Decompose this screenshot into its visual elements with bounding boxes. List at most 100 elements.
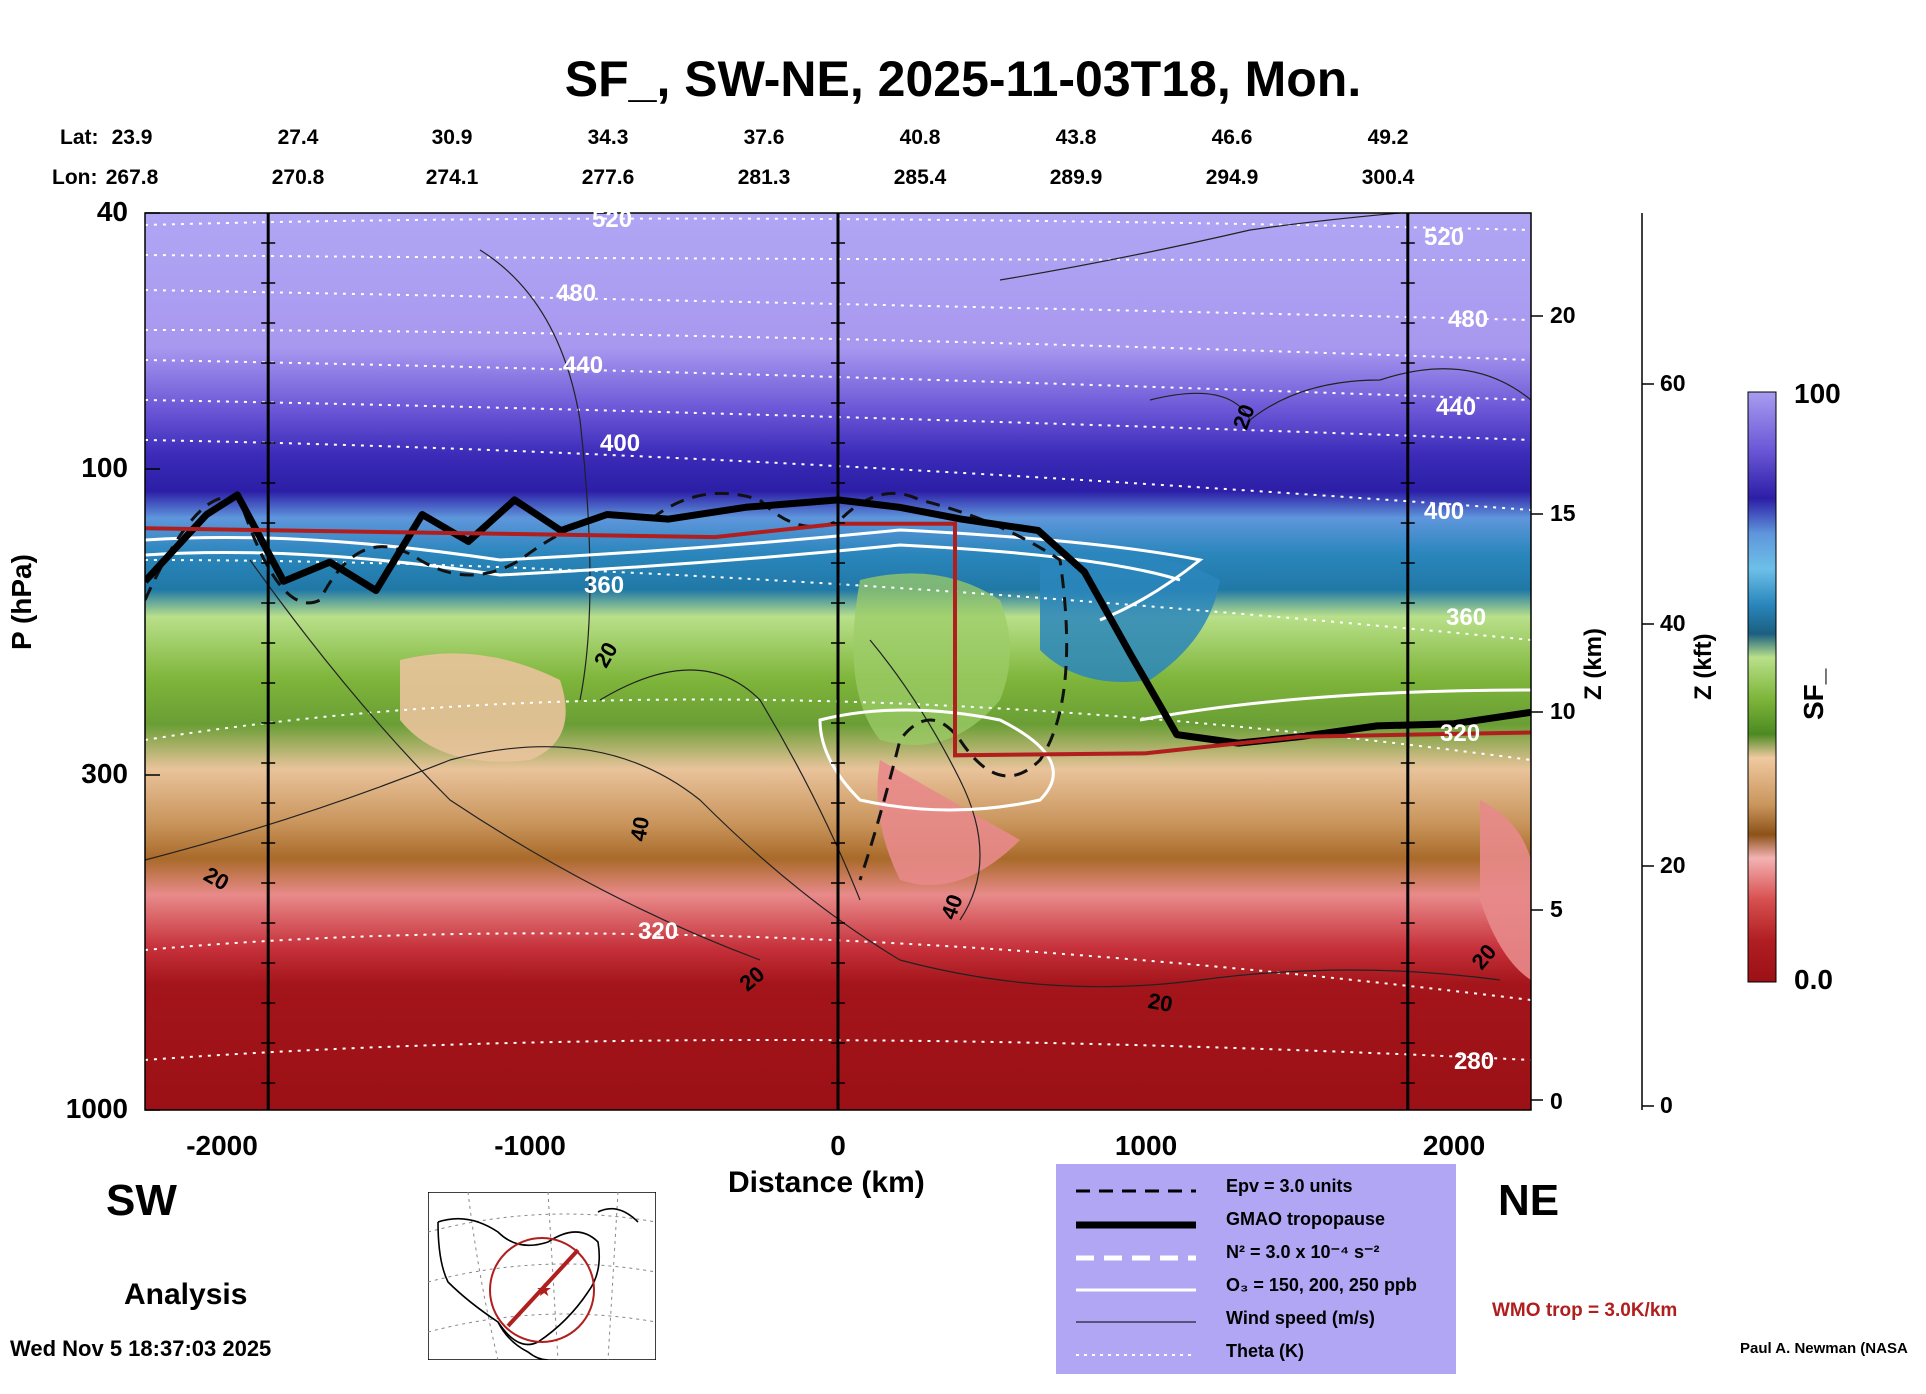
lon-value: 285.4 [893,166,947,189]
inset-range-circle [489,1237,595,1343]
p-tick-label: 40 [96,196,128,227]
theta-label: 400 [600,430,641,457]
legend-item: O₃ = 150, 200, 250 ppb [1056,1273,1456,1306]
z-km-axis-label: Z (km) [1580,628,1607,700]
inset-center-star-icon: ★ [536,1280,552,1300]
field-blob [877,760,1020,885]
legend-item: GMAO tropopause [1056,1207,1456,1240]
legend-label: O₃ = 150, 200, 250 ppb [1226,1275,1417,1295]
colorbar-min-label: 0.0 [1794,964,1833,995]
theta-label: 400 [1424,498,1465,525]
lon-value: 294.9 [1205,166,1259,189]
wind-contour [145,746,1501,988]
sw-label: SW [106,1176,177,1225]
z-kft-tick-label: 40 [1660,610,1686,636]
x-tick-label: -2000 [186,1130,258,1161]
theta-line [145,559,1531,641]
ozone-contour [145,528,1204,622]
lat-label: Lat: [60,126,99,149]
x-tick-label: 0 [830,1130,846,1161]
wind-contours [145,213,1531,988]
theta-line [145,932,1531,1001]
p-tick-label: 300 [81,758,128,789]
colorbar-max-label: 100 [1794,378,1841,409]
legend-item: Wind speed (m/s) [1056,1306,1456,1339]
lon-value: 289.9 [1049,166,1103,189]
x-tick-label: 2000 [1422,1130,1486,1161]
field-blob [1480,800,1531,980]
theta-line [145,289,1531,321]
legend-swatch-dashed-white [1076,1255,1196,1261]
lon-value: 274.1 [425,166,479,189]
ne-label: NE [1498,1176,1560,1225]
theta-label: 520 [592,206,633,233]
z-kft-axis-label: Z (kft) [1690,633,1717,700]
lat-value: 43.8 [1055,126,1097,149]
z-kft-tick-label: 60 [1660,370,1686,396]
x-tick-label: -1000 [494,1130,566,1161]
theta-line [145,329,1531,361]
z-km-tick-label: 10 [1550,698,1576,724]
theta-label: 480 [1448,306,1489,333]
x-tick-label: 1000 [1114,1130,1178,1161]
chart-title: SF_, SW-NE, 2025-11-03T18, Mon. [564,51,1362,107]
ozone-contour [818,708,1055,812]
legend-swatch-thin-black [1076,1321,1196,1323]
field-blob [853,573,1010,745]
theta-line [145,439,1531,511]
legend-label: N² = 3.0 x 10⁻⁴ s⁻² [1226,1242,1380,1262]
credit: Paul A. Newman (NASA [1740,1340,1908,1357]
lat-value: 49.2 [1367,126,1409,149]
legend-swatch-dotted-white [1076,1354,1196,1356]
field-blob [400,653,566,762]
legend-label: Theta (K) [1226,1341,1304,1361]
plot-frame [144,212,1532,1111]
inset-transect-line [506,1248,580,1328]
colorbar [1747,391,1777,983]
lat-value: 23.9 [111,126,153,149]
theta-label: 320 [638,918,679,945]
theta-label: 320 [1440,720,1481,747]
inset-map: ★ [428,1192,656,1360]
legend-item: N² = 3.0 x 10⁻⁴ s⁻² [1056,1240,1456,1273]
legend-swatch-solid-white [1076,1288,1196,1292]
theta-label: 520 [1424,224,1465,251]
lat-value: 30.9 [431,126,473,149]
theta-label: 360 [584,572,625,599]
theta-label: 480 [556,280,597,307]
wind-contour [249,559,761,961]
theta-line [145,254,1531,261]
ozone-contours [145,528,1531,812]
lon-value: 300.4 [1361,166,1415,189]
z-km-tick-label: 5 [1550,896,1563,922]
epv-contours [145,491,1069,881]
theta-label: 280 [1454,1048,1495,1075]
z-kft-tick-label: 0 [1660,1092,1673,1118]
inset-coastlines [437,1207,639,1360]
theta-line [145,698,1531,761]
theta-label: 360 [1446,604,1487,631]
theta-line [145,399,1531,441]
legend-swatch-dashed-black [1076,1189,1196,1193]
wind-label: 40 [625,814,655,844]
theta-label: 440 [563,352,604,379]
field-blob [1040,553,1220,682]
wind-label: 20 [1146,988,1175,1017]
y-axis-label: P (hPa) [6,554,37,650]
lat-value: 46.6 [1211,126,1253,149]
wind-contour [479,249,591,701]
legend-item: Epv = 3.0 units [1056,1174,1456,1207]
ozone-contour [1139,688,1531,722]
x-axis-label: Distance (km) [728,1166,925,1199]
analysis-label: Analysis [124,1278,248,1311]
z-km-tick-label: 15 [1550,500,1576,526]
wmo-trop-label: WMO trop = 3.0K/km [1492,1300,1678,1321]
legend-label: GMAO tropopause [1226,1209,1386,1229]
z-km-axis [1531,315,1543,1101]
theta-line [145,1039,1531,1061]
wind-contour [999,213,1401,281]
lat-value: 27.4 [277,126,319,149]
z-kft-tick-label: 20 [1660,852,1686,878]
lat-value: 40.8 [899,126,941,149]
